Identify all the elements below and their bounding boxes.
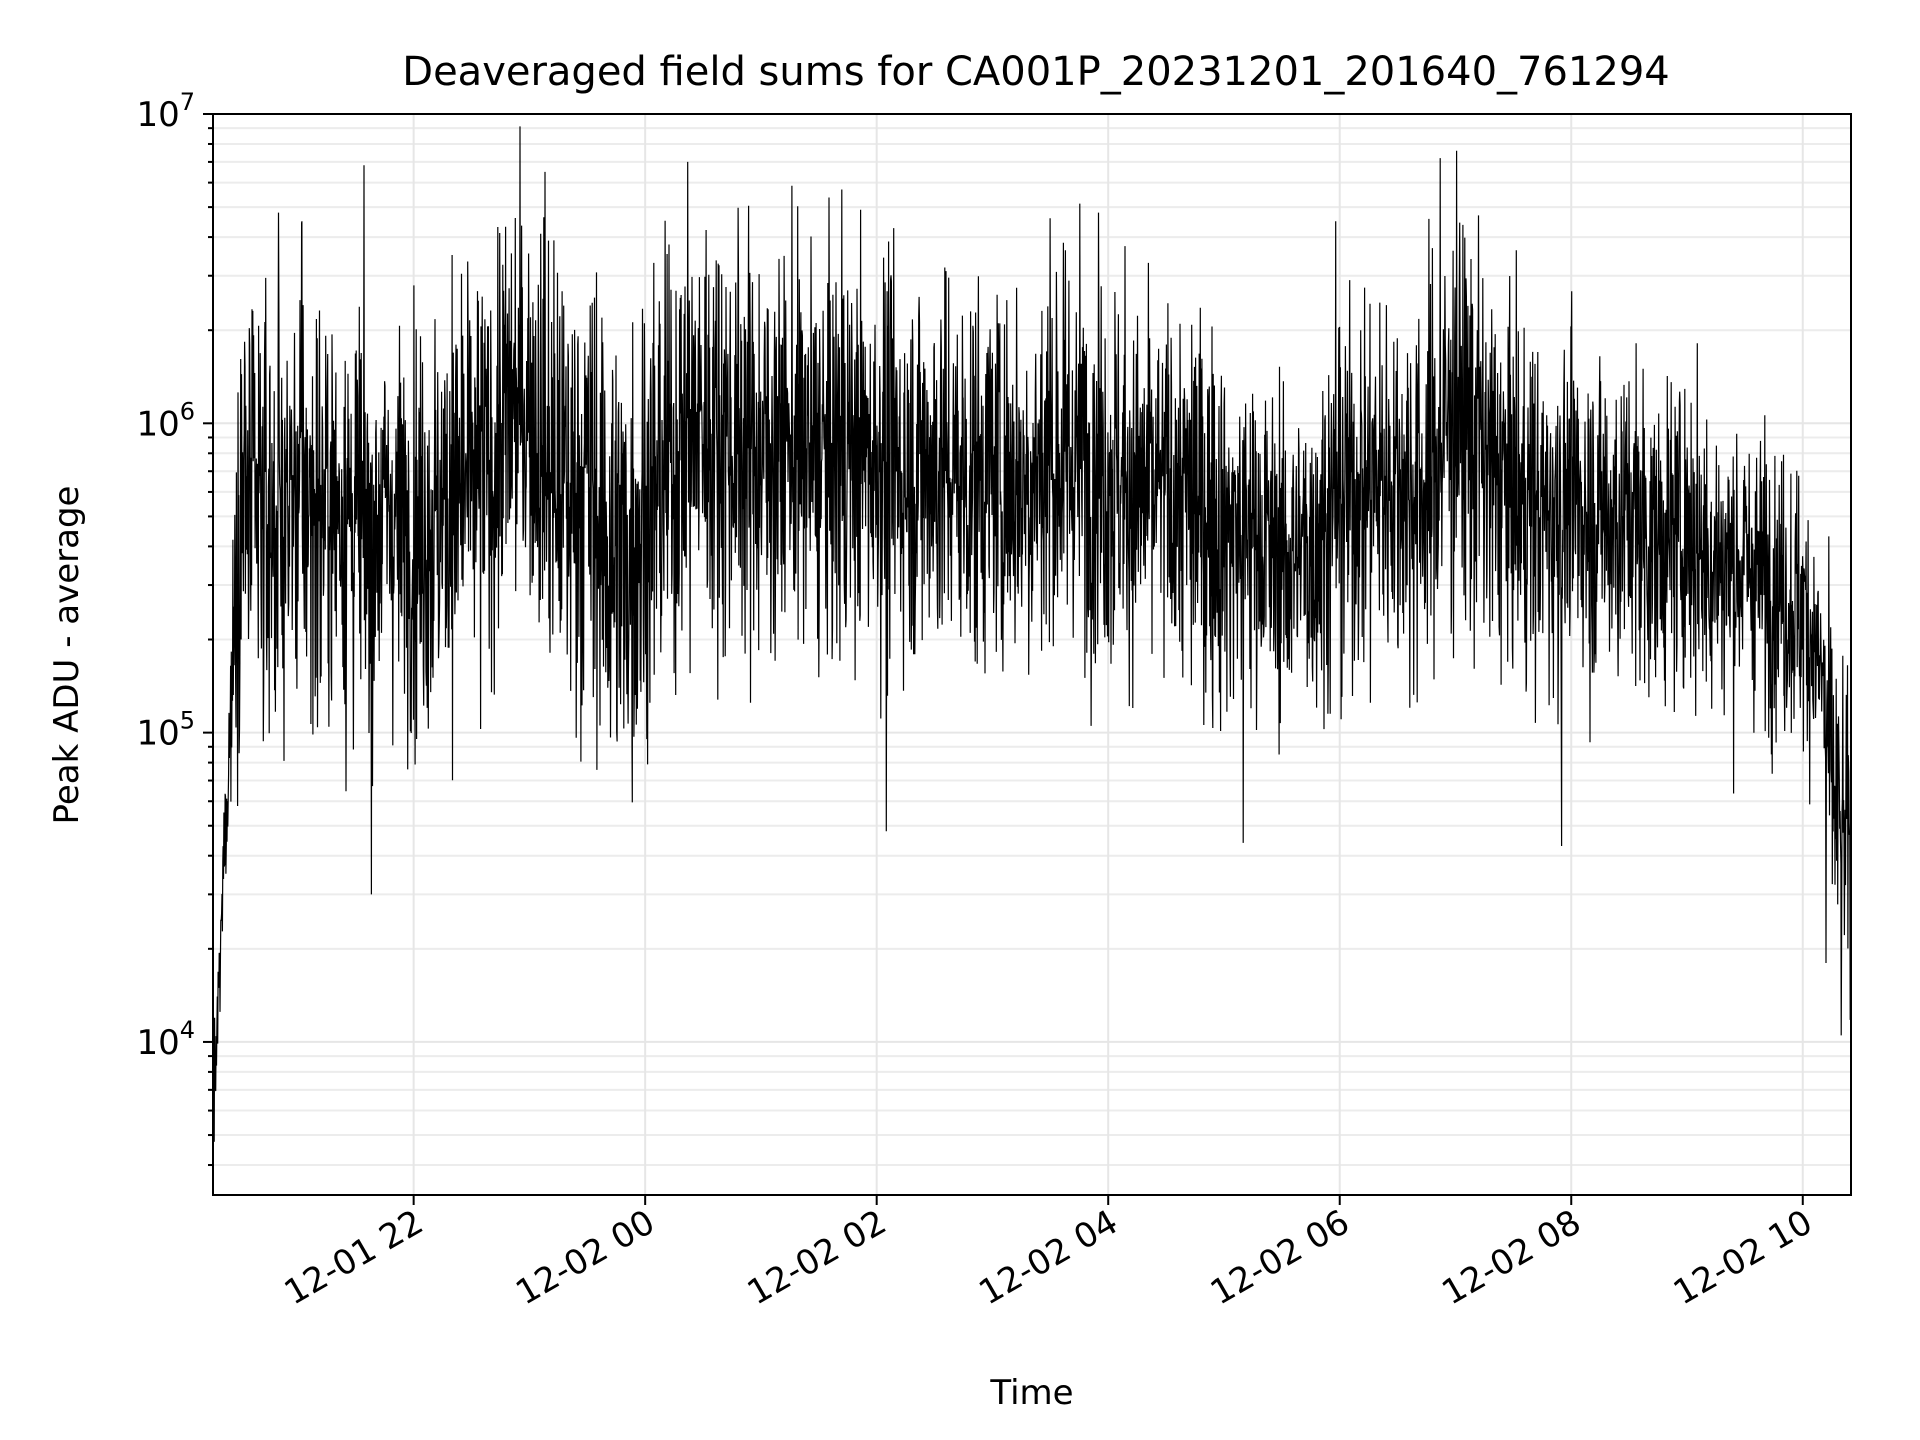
x-tick-label: 12-02 02 (741, 1202, 893, 1313)
x-axis: 12-01 22 12-02 00 12-02 02 12-02 04 12-02 06… (278, 1195, 1819, 1313)
y-axis-label: Peak ADU - average (47, 486, 87, 825)
x-tick-label: 12-02 06 (1204, 1202, 1356, 1313)
y-tick-label: 106 (136, 397, 195, 444)
grid (213, 113, 1851, 1195)
x-tick-label: 12-02 08 (1435, 1202, 1587, 1313)
y-axis: 104 105 106 107 (136, 88, 213, 1167)
x-axis-label: Time (989, 1373, 1073, 1413)
x-tick-label: 12-02 10 (1667, 1202, 1819, 1313)
y-tick-label: 105 (136, 707, 195, 754)
chart-title: Deaveraged field sums for CA001P_2023120… (402, 49, 1669, 95)
y-tick-label: 104 (136, 1016, 195, 1063)
x-tick-label: 12-02 04 (972, 1202, 1124, 1313)
x-tick-label: 12-01 22 (278, 1202, 430, 1313)
data-series (212, 126, 1852, 1142)
y-tick-label: 107 (136, 88, 195, 135)
series-line (212, 126, 1852, 1142)
x-tick-label: 12-02 00 (509, 1202, 661, 1313)
axes-frame (212, 113, 1852, 1196)
